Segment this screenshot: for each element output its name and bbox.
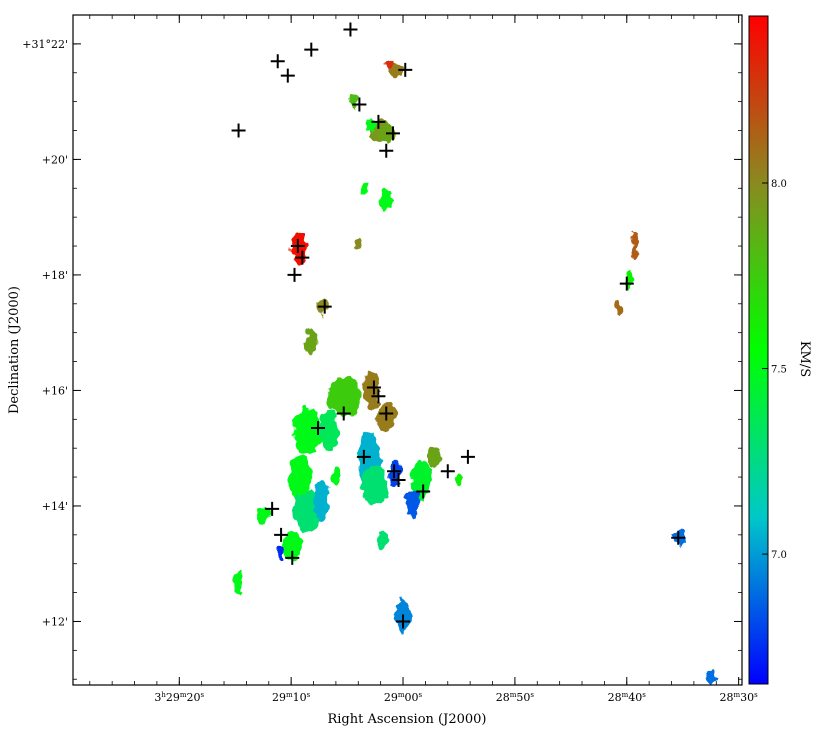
source-marker-cross xyxy=(671,530,686,545)
emission-region xyxy=(305,326,317,356)
colorbar-tick-label: 7.5 xyxy=(771,365,787,376)
emission-region xyxy=(361,182,369,195)
source-marker-cross xyxy=(295,250,310,265)
source-marker-cross xyxy=(440,464,455,479)
source-marker-cross xyxy=(396,614,411,629)
emission-region xyxy=(454,474,464,486)
source-marker-cross xyxy=(385,126,400,141)
emission-region xyxy=(363,370,380,411)
source-marker-cross xyxy=(366,380,381,395)
y-axis-title: Declination (J2000) xyxy=(7,286,22,414)
emission-region xyxy=(282,531,303,561)
colorbar xyxy=(748,15,769,685)
y-tick-label: +20' xyxy=(42,153,68,166)
x-axis-ticks: 3h29m20s 29m10s 29m00s 28m50s 28m40s 28m30s xyxy=(89,15,759,704)
source-marker-cross xyxy=(265,501,280,516)
source-marker-cross xyxy=(619,276,634,291)
x-tick-label: 3h29m20s xyxy=(154,691,204,704)
source-marker-cross xyxy=(371,114,386,129)
source-marker-cross xyxy=(371,389,386,404)
colorbar-tick-label: 7.0 xyxy=(771,550,787,561)
x-axis-title: Right Ascension (J2000) xyxy=(327,712,486,727)
emission-region xyxy=(354,237,362,249)
emission-region xyxy=(288,453,312,501)
emission-region xyxy=(256,505,270,524)
x-tick-label: 29m10s xyxy=(272,691,311,704)
colorbar-title: KM/S xyxy=(797,341,812,377)
emission-region xyxy=(292,407,322,454)
x-tick-label: 28m40s xyxy=(608,691,647,704)
source-marker-cross xyxy=(398,62,413,77)
y-tick-label: +31°22' xyxy=(22,38,68,51)
plot-frame xyxy=(72,14,743,686)
emission-region xyxy=(631,231,638,261)
source-marker-cross xyxy=(270,54,285,69)
source-marker-cross xyxy=(287,267,302,282)
colorbar-ticks: 8.0 7.5 7.0 xyxy=(762,179,787,561)
source-marker-cross xyxy=(391,472,406,487)
source-marker-cross xyxy=(336,406,351,421)
source-marker-cross xyxy=(311,420,326,435)
source-marker-cross xyxy=(379,406,394,421)
y-tick-label: +14' xyxy=(42,500,68,513)
source-marker-cross xyxy=(231,123,246,138)
emission-region xyxy=(313,479,330,521)
velocity-map xyxy=(231,22,716,684)
y-axis-ticks: +31°22' +20' +18' +16' +14' +12' xyxy=(22,38,742,680)
y-tick-label: +18' xyxy=(42,269,68,282)
emission-region xyxy=(615,299,623,314)
emission-region xyxy=(366,117,378,132)
emission-region xyxy=(319,410,340,452)
source-marker-cross xyxy=(274,527,289,542)
x-tick-label: 28m50s xyxy=(496,691,535,704)
emission-region xyxy=(377,531,389,550)
source-marker-cross xyxy=(285,550,300,565)
source-marker-cross xyxy=(356,449,371,464)
source-marker-cross xyxy=(352,97,367,112)
emission-region xyxy=(349,92,359,111)
x-tick-label: 29m00s xyxy=(384,691,423,704)
emission-region xyxy=(385,59,395,69)
source-marker-cross xyxy=(416,484,431,499)
emission-region xyxy=(406,488,420,518)
source-marker-cross xyxy=(290,239,305,254)
emission-region xyxy=(706,669,716,684)
emission-region xyxy=(379,188,393,212)
source-marker-cross xyxy=(343,22,358,37)
source-marker-cross xyxy=(379,143,394,158)
source-markers xyxy=(231,22,686,629)
emission-region xyxy=(291,232,307,266)
source-marker-cross xyxy=(460,449,475,464)
emission-region xyxy=(361,465,389,506)
emission-region xyxy=(331,468,340,486)
emission-region xyxy=(275,545,285,560)
source-marker-cross xyxy=(387,464,402,479)
colorbar-tick-label: 8.0 xyxy=(771,179,787,190)
y-tick-label: +16' xyxy=(42,384,68,397)
y-tick-label: +12' xyxy=(42,615,68,628)
emission-region xyxy=(328,375,362,417)
emission-regions xyxy=(234,59,716,684)
x-tick-label: 28m30s xyxy=(720,691,759,704)
source-marker-cross xyxy=(280,68,295,83)
emission-region xyxy=(234,569,244,593)
emission-region xyxy=(426,445,443,469)
source-marker-cross xyxy=(304,42,319,57)
source-marker-cross xyxy=(317,299,332,314)
